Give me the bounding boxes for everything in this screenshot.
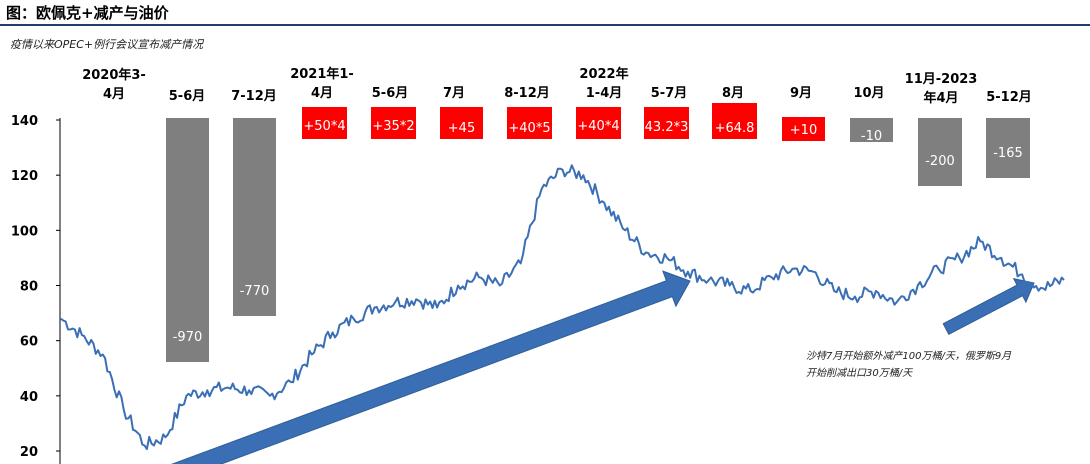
production-change-rect	[507, 107, 552, 139]
period-label: 2022年 1-4月	[579, 66, 628, 101]
production-change-bar: +35*2	[371, 107, 416, 139]
production-change-label: +45	[448, 121, 475, 136]
production-change-rect	[576, 107, 621, 139]
production-change-label: +50*4	[303, 119, 345, 134]
production-change-label: +64.8	[715, 121, 755, 136]
production-change-bar: 43.2*3	[644, 107, 689, 139]
production-change-rect	[918, 118, 962, 186]
production-change-bar: -970	[166, 118, 209, 362]
period-label: 5-6月	[372, 86, 409, 101]
production-change-label: -770	[240, 284, 270, 299]
period-labels: 2020年3-4月 5-6月 7-12月 2021年1-4月 5-6月 7月 8-12月 20…	[82, 66, 1032, 106]
production-change-bar: -200	[918, 118, 962, 186]
oil-price-line	[60, 164, 1065, 451]
period-label: 11月-2023 年4月	[905, 72, 978, 106]
period-label: 7月	[443, 86, 465, 101]
production-change-rect	[986, 118, 1030, 178]
annotation-line: 开始削减出口30万桶/天	[806, 367, 913, 379]
production-change-rect	[782, 117, 825, 141]
period-label: 5-6月	[169, 89, 206, 104]
production-change-rect	[712, 103, 757, 139]
production-change-label: 43.2*3	[645, 120, 689, 135]
y-axis: 20 40 60 80 100 120 140	[11, 114, 61, 464]
production-change-rect	[302, 107, 347, 139]
trend-arrow	[942, 278, 1035, 335]
production-change-rect	[371, 107, 416, 139]
production-change-bar: +40*5	[507, 107, 552, 139]
production-change-rect	[850, 118, 893, 142]
production-change-bars: -970 -770 +50*4 +35*2 +45 +40*5 +40*4 43.2*3 +64…	[166, 103, 1030, 362]
production-change-label: +35*2	[372, 119, 414, 134]
production-change-rect	[440, 107, 483, 139]
period-label: 8-12月	[504, 86, 550, 101]
y-tick-label: 120	[11, 169, 38, 184]
y-tick-label: 40	[20, 390, 38, 405]
production-change-bar: -770	[233, 118, 276, 316]
trend-arrow	[171, 270, 691, 464]
production-change-label: -970	[173, 330, 203, 345]
figure-subtitle: 疫情以来OPEC+例行会议宣布减产情况	[10, 38, 204, 51]
period-label: 2021年1-4月	[290, 66, 354, 101]
production-change-bar: -10	[850, 118, 893, 144]
production-change-label: +10	[790, 123, 817, 138]
y-tick-label: 20	[20, 445, 38, 460]
y-tick-label: 100	[11, 224, 38, 239]
period-label: 9月	[790, 86, 812, 101]
production-change-label: +40*4	[577, 119, 619, 134]
production-change-rect	[233, 118, 276, 316]
production-change-rect	[166, 118, 209, 362]
production-change-bar: +10	[782, 117, 825, 141]
y-tick-label: 140	[11, 114, 38, 129]
period-label: 7-12月	[231, 89, 277, 104]
price-series	[60, 164, 1065, 451]
period-label: 5-12月	[986, 90, 1032, 105]
production-change-label: -165	[993, 146, 1023, 161]
period-label: 5-7月	[651, 86, 688, 101]
y-tick-label: 60	[20, 335, 38, 350]
period-label: 8月	[722, 86, 744, 101]
production-change-bar: +50*4	[302, 107, 347, 139]
production-change-bar: +64.8	[712, 103, 757, 139]
production-change-label: -10	[861, 129, 882, 144]
production-change-rect	[644, 107, 689, 139]
annotation-line: 沙特7月开始额外减产100万桶/天，俄罗斯9月	[806, 350, 1012, 362]
title-divider	[0, 24, 1090, 26]
production-change-label: -200	[925, 154, 955, 169]
figure-title: 图：欧佩克+减产与油价	[6, 4, 169, 22]
production-change-bar: -165	[986, 118, 1030, 178]
period-label: 10月	[853, 86, 884, 101]
production-change-bar: +45	[440, 107, 483, 139]
production-change-bar: +40*4	[576, 107, 621, 139]
y-tick-label: 80	[20, 280, 38, 295]
production-change-label: +40*5	[508, 121, 550, 136]
period-label: 2020年3-4月	[82, 67, 146, 102]
